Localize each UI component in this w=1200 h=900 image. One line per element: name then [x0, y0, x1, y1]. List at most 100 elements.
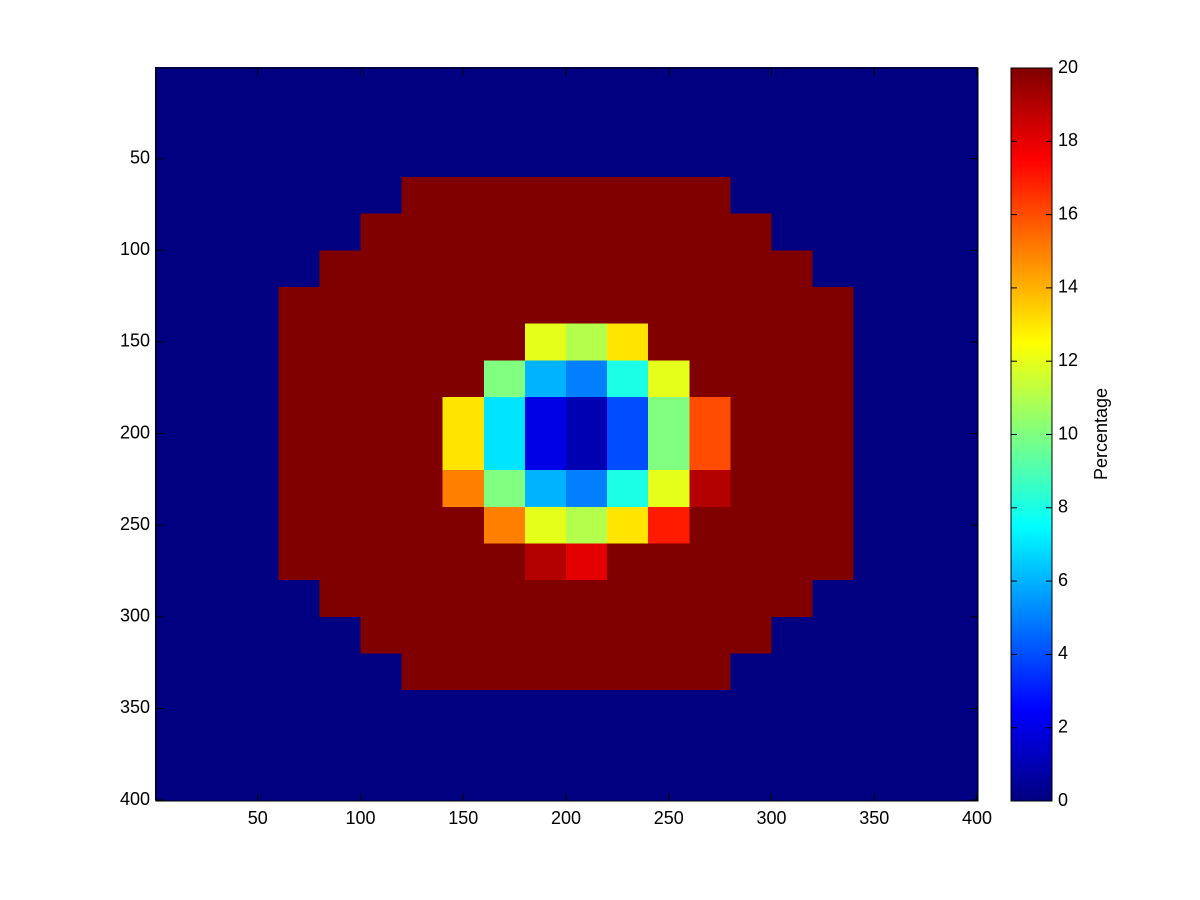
heatmap-cell	[730, 360, 772, 398]
heatmap-cell	[607, 360, 649, 398]
heatmap-cell	[812, 250, 855, 288]
heatmap-cell	[689, 763, 731, 801]
heatmap-cell	[894, 580, 937, 618]
heatmap-cell	[196, 140, 238, 178]
heatmap-cell	[237, 250, 279, 288]
heatmap-cell	[196, 177, 238, 215]
heatmap-cell	[278, 213, 320, 251]
heatmap-cell	[607, 140, 649, 178]
heatmap-cell	[360, 506, 403, 545]
heatmap-cell	[648, 396, 690, 435]
heatmap-cell	[319, 323, 361, 361]
heatmap-cell	[771, 580, 814, 618]
heatmap-cell	[730, 470, 772, 508]
heatmap-cell	[689, 286, 731, 325]
heatmap-cell	[319, 470, 361, 508]
heatmap-cell	[319, 690, 361, 728]
heatmap-cell	[237, 103, 279, 141]
heatmap-cell	[565, 763, 608, 801]
heatmap-cell	[401, 433, 444, 471]
heatmap-cell	[894, 177, 937, 215]
heatmap-cell	[771, 690, 814, 728]
heatmap-cell	[565, 323, 608, 361]
heatmap-cell	[278, 763, 320, 801]
heatmap-cell	[154, 67, 197, 105]
heatmap-cell	[648, 506, 690, 545]
colorbar-tick-label: 0	[1058, 790, 1068, 810]
heatmap-cell	[196, 580, 238, 618]
heatmap-cell	[812, 286, 855, 325]
heatmap-cell	[237, 213, 279, 251]
heatmap-cell	[524, 286, 567, 325]
heatmap-cell	[401, 213, 444, 251]
heatmap-cell	[565, 103, 608, 141]
heatmap-cell	[894, 616, 937, 654]
heatmap-cell	[607, 726, 649, 764]
heatmap-cell	[524, 653, 567, 691]
heatmap-cell	[730, 690, 772, 728]
heatmap-cell	[360, 433, 403, 471]
heatmap-cell	[812, 543, 855, 581]
heatmap-cell	[689, 67, 731, 105]
heatmap-cell	[565, 470, 608, 508]
heatmap-cell	[607, 616, 649, 654]
heatmap-cell	[483, 67, 526, 105]
heatmap-cell	[689, 177, 731, 215]
heatmap-cell	[360, 67, 403, 105]
heatmap-cell	[730, 506, 772, 545]
heatmap-cell	[771, 543, 814, 581]
heatmap-cell	[730, 433, 772, 471]
heatmap-cell	[565, 286, 608, 325]
x-tick-label: 50	[248, 808, 268, 828]
heatmap-cell	[154, 177, 197, 215]
heatmap-cell	[771, 470, 814, 508]
heatmap-cell	[319, 213, 361, 251]
heatmap-cell	[319, 177, 361, 215]
heatmap-cell	[812, 690, 855, 728]
heatmap-cell	[319, 580, 361, 618]
heatmap-cell	[894, 250, 937, 288]
heatmap-cell	[401, 323, 444, 361]
heatmap-cell	[483, 396, 526, 435]
colorbar-label: Percentage	[1091, 388, 1111, 480]
heatmap-cell	[853, 506, 896, 545]
colorbar-tick-label: 20	[1058, 57, 1078, 77]
heatmap-cell	[237, 543, 279, 581]
heatmap-cell	[196, 360, 238, 398]
heatmap-cell	[689, 250, 731, 288]
heatmap-cell	[360, 213, 403, 251]
heatmap-cell	[401, 690, 444, 728]
heatmap-cell	[237, 177, 279, 215]
x-tick-label: 350	[859, 808, 889, 828]
heatmap-cell	[648, 250, 690, 288]
heatmap-cell	[237, 616, 279, 654]
heatmap-cell	[730, 726, 772, 764]
x-tick-label: 250	[654, 808, 684, 828]
heatmap-cell	[483, 250, 526, 288]
heatmap-cell	[607, 580, 649, 618]
heatmap-cell	[442, 140, 485, 178]
y-tick-label: 50	[130, 147, 150, 167]
x-tick-label: 300	[756, 808, 786, 828]
heatmap-cell	[607, 286, 649, 325]
heatmap-cell	[442, 396, 485, 435]
heatmap-cell	[730, 286, 772, 325]
heatmap-cell	[648, 470, 690, 508]
heatmap-cell	[154, 726, 197, 764]
heatmap-cell	[565, 360, 608, 398]
heatmap-cell	[689, 360, 731, 398]
heatmap-cell	[319, 506, 361, 545]
heatmap-cell	[237, 396, 279, 435]
y-tick-label: 200	[120, 422, 150, 442]
heatmap-cell	[648, 543, 690, 581]
heatmap-cell	[648, 726, 690, 764]
heatmap-cell	[730, 763, 772, 801]
heatmap-cell	[401, 250, 444, 288]
heatmap-cell	[648, 653, 690, 691]
heatmap-cell	[853, 433, 896, 471]
heatmap-cell	[483, 690, 526, 728]
heatmap-cell	[648, 140, 690, 178]
heatmap-cell	[689, 433, 731, 471]
heatmap-cell	[935, 616, 978, 654]
heatmap-cell	[565, 653, 608, 691]
